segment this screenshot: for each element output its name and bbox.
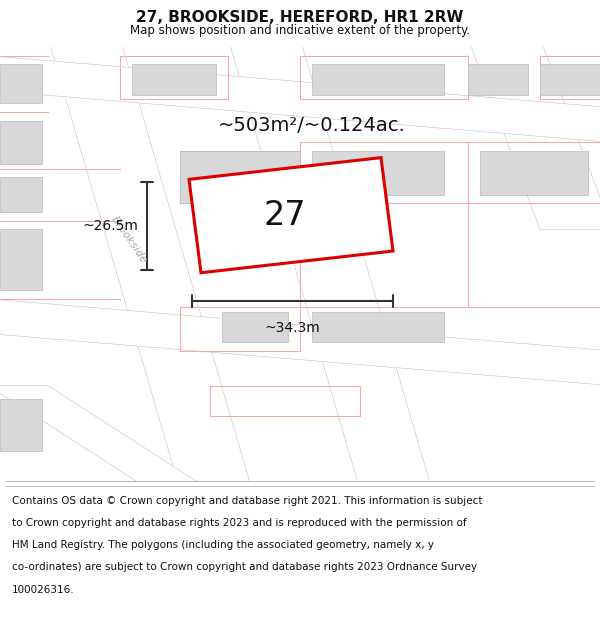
- Polygon shape: [189, 158, 393, 272]
- Bar: [0, 229, 42, 290]
- Bar: [222, 312, 288, 342]
- Text: Map shows position and indicative extent of the property.: Map shows position and indicative extent…: [130, 24, 470, 36]
- Bar: [480, 151, 588, 194]
- Polygon shape: [0, 299, 600, 386]
- Text: to Crown copyright and database rights 2023 and is reproduced with the permissio: to Crown copyright and database rights 2…: [12, 518, 467, 528]
- Bar: [312, 64, 444, 94]
- Text: 27: 27: [263, 199, 307, 232]
- Bar: [312, 151, 444, 194]
- Polygon shape: [0, 56, 600, 142]
- Bar: [132, 64, 216, 94]
- Bar: [0, 177, 42, 212]
- Polygon shape: [468, 38, 600, 229]
- Text: 27, BROOKSIDE, HEREFORD, HR1 2RW: 27, BROOKSIDE, HEREFORD, HR1 2RW: [136, 10, 464, 25]
- Text: HM Land Registry. The polygons (including the associated geometry, namely x, y: HM Land Registry. The polygons (includin…: [12, 540, 434, 550]
- Bar: [0, 399, 42, 451]
- Text: Contains OS data © Crown copyright and database right 2021. This information is : Contains OS data © Crown copyright and d…: [12, 496, 482, 506]
- Text: ~26.5m: ~26.5m: [82, 219, 138, 233]
- Bar: [0, 64, 42, 103]
- Text: ~503m²/~0.124ac.: ~503m²/~0.124ac.: [218, 116, 406, 134]
- Bar: [540, 64, 600, 94]
- Polygon shape: [48, 38, 252, 490]
- Polygon shape: [180, 151, 300, 203]
- Text: ~34.3m: ~34.3m: [265, 321, 320, 334]
- Polygon shape: [228, 38, 432, 490]
- Bar: [0, 121, 42, 164]
- Text: Brookside: Brookside: [109, 215, 149, 266]
- Polygon shape: [0, 386, 210, 490]
- Text: co-ordinates) are subject to Crown copyright and database rights 2023 Ordnance S: co-ordinates) are subject to Crown copyr…: [12, 562, 477, 572]
- Text: 100026316.: 100026316.: [12, 585, 74, 595]
- Bar: [468, 64, 528, 94]
- Bar: [312, 312, 444, 342]
